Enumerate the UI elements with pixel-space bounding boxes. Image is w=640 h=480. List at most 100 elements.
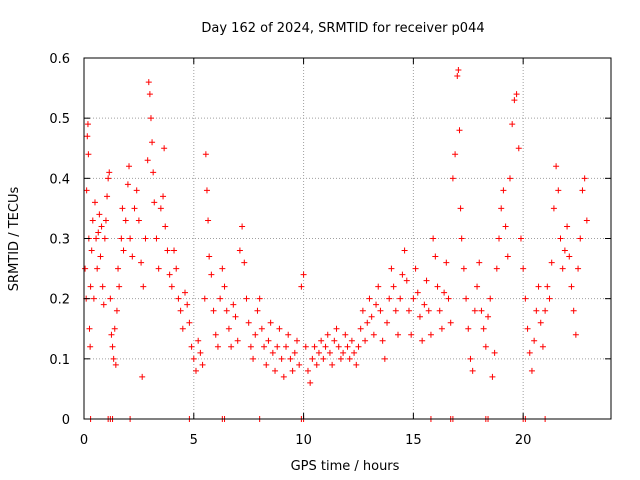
data-point — [581, 175, 588, 182]
data-point — [228, 343, 235, 350]
data-point — [542, 307, 549, 314]
data-point — [405, 307, 412, 314]
data-point — [202, 151, 209, 158]
data-point — [276, 325, 283, 332]
data-point — [83, 187, 90, 194]
data-point — [489, 373, 496, 380]
data-point — [506, 175, 513, 182]
data-point — [427, 331, 434, 338]
data-point — [366, 295, 373, 302]
data-point — [572, 331, 579, 338]
data-point — [124, 181, 131, 188]
data-point — [463, 295, 470, 302]
data-point — [322, 343, 329, 350]
data-point — [564, 223, 571, 230]
data-point — [511, 97, 518, 104]
data-point — [575, 265, 582, 272]
data-point — [419, 337, 426, 344]
data-point — [110, 355, 117, 362]
data-point — [133, 187, 140, 194]
data-point — [326, 349, 333, 356]
data-point — [175, 295, 182, 302]
data-point — [104, 193, 111, 200]
data-point — [537, 319, 544, 326]
data-point — [553, 163, 560, 170]
data-point — [351, 349, 358, 356]
data-point — [99, 283, 106, 290]
chart-title: Day 162 of 2024, SRMTID for receiver p04… — [201, 21, 484, 36]
data-point — [452, 151, 459, 158]
data-point — [112, 361, 119, 368]
data-point — [98, 223, 105, 230]
data-point — [258, 325, 265, 332]
data-point — [105, 175, 112, 182]
data-point — [381, 355, 388, 362]
data-point — [221, 283, 228, 290]
data-point — [95, 229, 102, 236]
data-point — [261, 343, 268, 350]
y-tick-label: 0.5 — [49, 112, 70, 127]
data-point — [161, 145, 168, 152]
data-point — [392, 307, 399, 314]
data-point — [517, 235, 524, 242]
data-point — [100, 301, 107, 308]
data-point — [304, 367, 311, 374]
data-point — [135, 217, 142, 224]
data-point — [500, 187, 507, 194]
data-point — [274, 343, 281, 350]
data-point — [116, 283, 123, 290]
x-tick-label: 0 — [80, 433, 88, 448]
data-point — [455, 67, 462, 74]
data-point — [539, 343, 546, 350]
data-point — [548, 259, 555, 266]
data-point — [307, 379, 314, 386]
data-point — [456, 127, 463, 134]
data-point — [498, 205, 505, 212]
data-point — [263, 361, 270, 368]
data-point — [188, 343, 195, 350]
data-point — [171, 247, 178, 254]
data-point — [460, 265, 467, 272]
data-point — [149, 139, 156, 146]
data-point — [106, 169, 113, 176]
data-point — [436, 307, 443, 314]
x-tick-label: 10 — [295, 433, 312, 448]
data-point — [87, 283, 94, 290]
data-point — [555, 187, 562, 194]
data-point — [107, 295, 114, 302]
data-point — [89, 217, 96, 224]
data-point — [182, 289, 189, 296]
data-point — [150, 169, 157, 176]
data-point — [87, 343, 94, 350]
data-point — [108, 331, 115, 338]
data-point — [423, 277, 430, 284]
data-point — [441, 289, 448, 296]
data-point — [577, 235, 584, 242]
y-tick-label: 0.4 — [49, 172, 70, 187]
data-point — [522, 295, 529, 302]
data-point — [90, 295, 97, 302]
data-point — [362, 337, 369, 344]
data-point — [465, 325, 472, 332]
data-point — [223, 307, 230, 314]
data-point — [480, 325, 487, 332]
y-axis-label: SRMTID / TECUs — [7, 187, 22, 292]
data-point — [289, 367, 296, 374]
data-point — [190, 355, 197, 362]
data-point — [230, 301, 237, 308]
data-point — [102, 217, 109, 224]
data-point — [524, 325, 531, 332]
data-point — [458, 235, 465, 242]
data-point — [157, 205, 164, 212]
data-point — [478, 307, 485, 314]
data-point — [217, 295, 224, 302]
data-point — [285, 331, 292, 338]
data-point — [206, 253, 213, 260]
data-point — [280, 373, 287, 380]
data-point — [502, 223, 509, 230]
data-point — [120, 247, 127, 254]
y-tick-label: 0.3 — [49, 233, 70, 248]
data-point — [449, 175, 456, 182]
data-point — [546, 295, 553, 302]
data-point — [528, 367, 535, 374]
